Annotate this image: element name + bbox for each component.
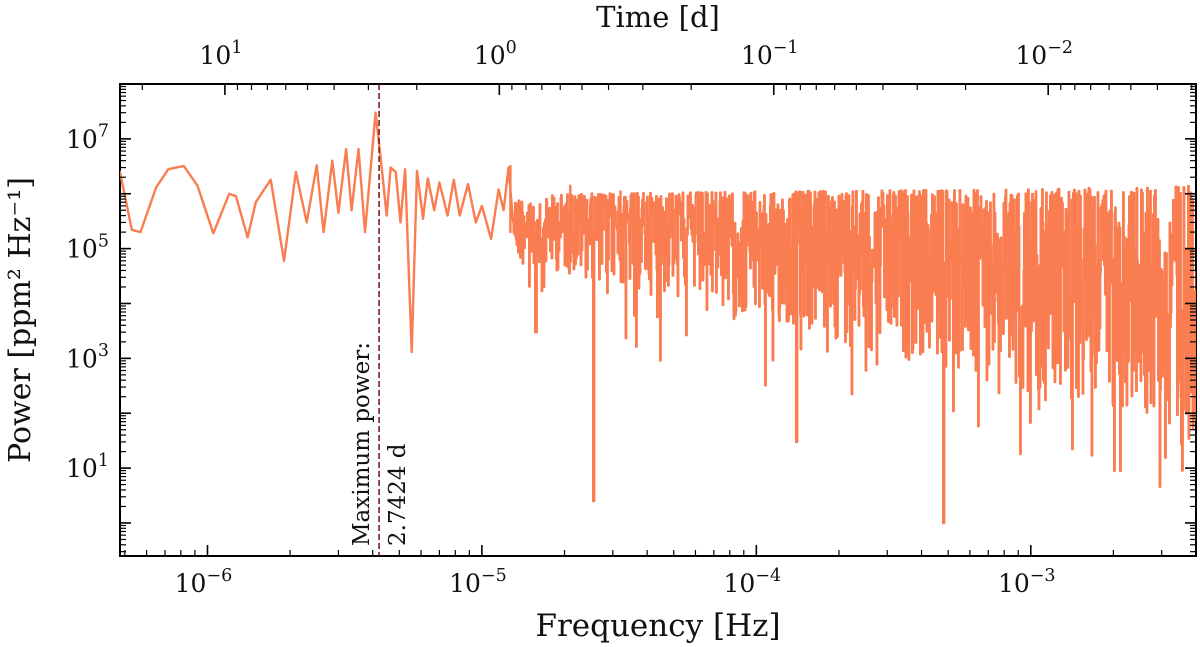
- top-x-tick-label: 10−2: [1015, 38, 1073, 70]
- x-tick-label: 10−3: [998, 566, 1056, 598]
- y-axis-label: Power [ppm² Hz⁻¹]: [3, 177, 38, 463]
- y-tick-label: 103: [66, 341, 109, 373]
- series-line-power: [120, 111, 1196, 525]
- annotation-max-power-label: Maximum power:: [349, 342, 375, 546]
- x-tick-label: 10−4: [724, 566, 782, 598]
- plot-area: Maximum power: 2.7424 d: [119, 83, 1197, 557]
- y-tick-label: 107: [66, 122, 109, 154]
- top-axis-label: Time [d]: [596, 0, 720, 34]
- y-tick-label: 101: [66, 451, 109, 483]
- axis-ticks: [120, 83, 1197, 556]
- top-x-tick-label: 100: [474, 38, 517, 70]
- x-tick-label: 10−6: [175, 566, 233, 598]
- annotation-period-label: 2.7424 d: [385, 443, 411, 546]
- y-tick-label: 105: [66, 231, 109, 263]
- top-x-tick-label: 101: [199, 38, 242, 70]
- x-tick-label: 10−5: [449, 566, 507, 598]
- top-x-tick-label: 10−1: [741, 38, 799, 70]
- series-layer: [120, 111, 1196, 525]
- x-axis-label: Frequency [Hz]: [535, 608, 780, 644]
- tick-labels: 10−6 10−5 10−4 10−3 101 100 10−1 10−2 101 103 105 1…: [66, 38, 1073, 598]
